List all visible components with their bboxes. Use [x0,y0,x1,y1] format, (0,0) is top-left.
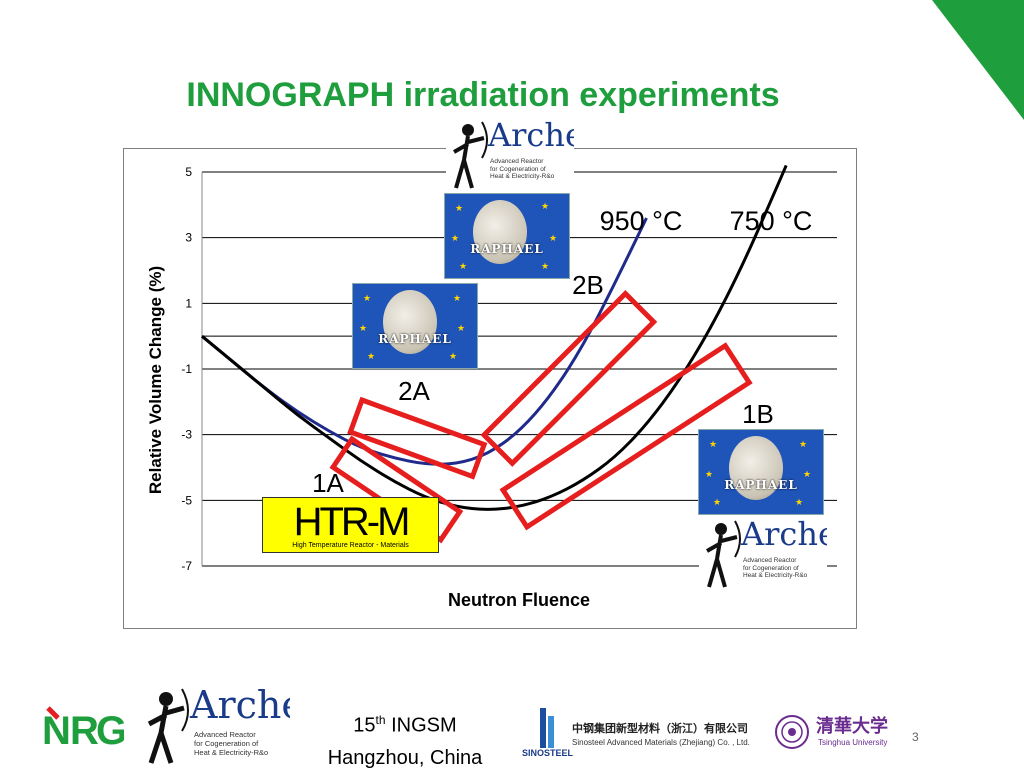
archer-figure-icon [453,121,488,189]
tsinghua-logo: 清華大学 Tsinghua University [774,712,894,756]
chart-series [201,164,788,511]
nrg-logo: N R G [42,704,127,754]
archer-subtitle: Advanced Reactor for Cogeneration of Hea… [490,158,555,181]
raphael-logo-middle: ★ ★ ★ ★ ★ ★ RAPHAEL [352,283,478,369]
tsinghua-english-name: Tsinghua University [818,738,888,747]
label-2b: 2B [572,270,604,300]
y-tick-label: 3 [185,231,192,245]
archer-logo-top: Archer Advanced Reactor for Cogeneration… [446,116,574,192]
raphael-wordmark: RAPHAEL [724,478,798,492]
archer-figure-icon [706,520,741,588]
htrm-logo: HTR-M High Temperature Reactor - Materia… [262,497,439,553]
slide-title: INNOGRAPH irradiation experiments [186,76,780,114]
footer-line-1: 15th INGSM [353,713,457,737]
label-750c: 750 °C [730,206,813,236]
archer-logo-footer: Archer Advanced Reactor for Cogeneration… [140,683,290,767]
archer-wordmark: Archer [190,683,290,727]
tsinghua-seal-icon [775,715,809,749]
label-2a: 2A [398,376,430,406]
label-1a: 1A [312,468,344,498]
series-line-1 [201,164,788,511]
sinosteel-mark-icon [540,708,554,748]
sinosteel-wordmark: SINOSTEEL [522,748,574,758]
sinosteel-chinese-name: 中钢集团新型材料（浙江）有限公司 [572,722,748,735]
experiment-box-2b [480,290,658,467]
archer-figure-icon [147,688,189,764]
archer-wordmark: Archer [741,515,827,553]
archer-wordmark: Archer [488,116,574,154]
label-1b: 1B [742,399,774,429]
chart-y-ticks: 5 3 1 -1 -3 -5 -7 [181,165,192,573]
svg-text:R: R [70,709,99,753]
chart-gridlines [201,171,837,567]
chart-y-axis-label: Relative Volume Change (%) [146,266,165,494]
tsinghua-chinese-name: 清華大学 [816,716,888,737]
raphael-logo-right: ★ ★ ★ ★ ★ ★ RAPHAEL [698,429,824,515]
sinosteel-english-name: Sinosteel Advanced Materials (Zhejiang) … [572,738,750,747]
htrm-subtitle: High Temperature Reactor - Materials [292,542,409,549]
y-tick-label: -7 [181,559,192,573]
archer-subtitle: Advanced Reactor for Cogeneration of Hea… [194,730,269,757]
y-tick-label: 5 [185,165,192,179]
y-tick-label: -3 [181,428,192,442]
raphael-wordmark: RAPHAEL [470,242,544,256]
footer-conference: 15th INGSM Hangzhou, China [300,704,510,774]
label-950c: 950 °C [600,206,683,236]
sinosteel-logo: SINOSTEEL 中钢集团新型材料（浙江）有限公司 Sinosteel Adv… [522,706,772,762]
y-tick-label: -5 [181,493,192,507]
page-number: 3 [912,730,919,744]
archer-subtitle: Advanced Reactor for Cogeneration of Hea… [743,557,808,580]
chart-x-axis-label: Neutron Fluence [448,590,590,610]
y-tick-label: -1 [181,362,192,376]
svg-text:G: G [96,709,124,753]
footer-line-2: Hangzhou, China [327,746,483,769]
htrm-wordmark: HTR-M [293,500,411,544]
archer-logo-right: Archer Advanced Reactor for Cogeneration… [699,515,827,591]
y-tick-label: 1 [185,296,192,310]
experiment-box-1b [499,342,753,531]
experiment-box-2a [347,396,488,480]
nrg-logo-mark: N R G [42,706,127,753]
raphael-logo-top: ★ ★ ★ ★ ★ ★ RAPHAEL [444,193,570,279]
corner-accent-triangle [932,0,1024,120]
raphael-wordmark: RAPHAEL [378,332,452,346]
